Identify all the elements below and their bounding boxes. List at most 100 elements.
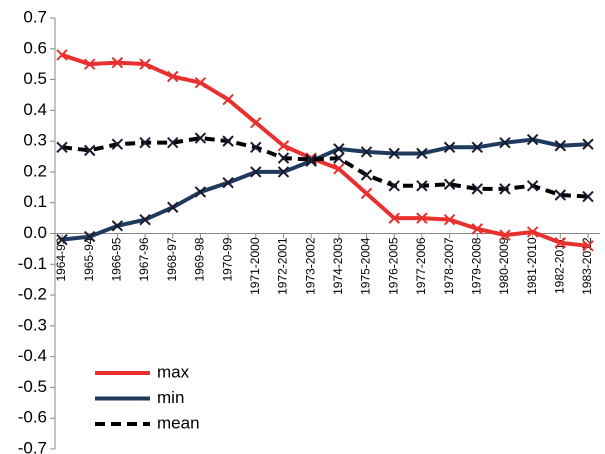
series-line: [61, 53, 589, 248]
marker: [167, 70, 179, 83]
marker: [582, 190, 594, 203]
x-tick-label: 1965-94: [82, 237, 96, 281]
y-tick-label: 0.3: [23, 131, 47, 150]
series-line: [61, 136, 589, 199]
marker: [139, 58, 151, 70]
marker: [388, 180, 400, 192]
marker: [416, 212, 428, 224]
x-tick-label: 1982-2011: [552, 237, 566, 294]
marker: [499, 136, 511, 149]
legend-label: max: [157, 362, 190, 381]
x-tick-label: 1978-2007: [442, 237, 456, 295]
y-tick-label: -0.6: [18, 408, 47, 427]
marker: [83, 144, 96, 157]
marker: [222, 135, 234, 147]
marker: [388, 147, 400, 160]
marker: [526, 133, 539, 146]
y-tick-label: 0.1: [23, 192, 47, 211]
marker: [388, 212, 400, 224]
marker: [333, 152, 345, 164]
marker: [139, 136, 151, 149]
marker: [139, 213, 151, 226]
marker: [443, 141, 456, 154]
x-tick-label: 1981-2010: [525, 237, 539, 295]
x-tick-label: 1975-2004: [359, 237, 373, 295]
marker: [526, 226, 539, 238]
x-tick-label: 1977-2006: [414, 237, 428, 295]
marker: [83, 58, 96, 70]
marker: [554, 189, 567, 201]
marker: [554, 140, 567, 152]
y-tick-label: 0.4: [23, 100, 47, 119]
marker: [499, 183, 511, 195]
x-tick-label: 1967-96: [137, 237, 151, 281]
marker: [222, 176, 234, 189]
y-tick-label: 0.5: [23, 69, 47, 88]
marker: [416, 147, 428, 160]
marker: [111, 56, 124, 69]
marker: [277, 152, 290, 164]
marker: [526, 180, 539, 192]
marker: [222, 93, 234, 106]
marker: [56, 233, 68, 246]
x-tick-label: 1969-98: [193, 237, 207, 281]
y-tick-label: -0.5: [18, 377, 47, 396]
marker: [499, 229, 511, 241]
marker: [443, 213, 456, 226]
marker: [471, 183, 483, 195]
y-tick-label: 0.6: [23, 38, 47, 57]
y-tick-label: 0.2: [23, 161, 47, 180]
marker: [111, 220, 124, 232]
marker: [194, 132, 207, 144]
y-tick-label: -0.4: [18, 346, 47, 365]
marker: [194, 186, 207, 198]
marker: [333, 143, 345, 155]
marker: [554, 237, 567, 249]
marker: [250, 141, 262, 154]
marker: [360, 169, 373, 181]
series-line: [61, 137, 589, 242]
marker: [167, 136, 179, 149]
marker: [305, 153, 317, 166]
x-tick-label: 1983-2012: [580, 237, 594, 295]
x-tick-label: 1979-2008: [469, 237, 483, 295]
legend-label: min: [157, 388, 184, 407]
marker: [83, 230, 96, 243]
x-tick-label: 1971-2000: [248, 237, 262, 295]
x-tick-label: 1974-2003: [331, 237, 345, 295]
y-tick-label: -0.3: [18, 315, 47, 334]
x-tick-label: 1968-97: [165, 237, 179, 281]
marker: [360, 187, 373, 200]
y-tick-label: -0.2: [18, 285, 47, 304]
marker: [194, 76, 207, 89]
y-tick-label: -0.7: [18, 438, 47, 454]
y-tick-label: 0.0: [23, 223, 47, 242]
marker: [416, 180, 428, 192]
y-tick-label: 0.7: [23, 7, 47, 26]
marker: [582, 138, 594, 150]
marker: [250, 116, 262, 129]
x-tick-label: 1972-2001: [276, 237, 290, 295]
x-tick-label: 1966-95: [110, 237, 124, 281]
y-tick-label: -0.1: [18, 254, 47, 273]
marker: [333, 163, 345, 175]
marker: [277, 140, 290, 152]
marker: [471, 223, 483, 235]
x-tick-label: 1976-2005: [386, 237, 400, 295]
x-tick-label: 1973-2002: [303, 237, 317, 295]
marker: [167, 201, 179, 214]
marker: [250, 166, 262, 178]
x-tick-label: 1970-99: [220, 237, 234, 281]
marker: [582, 240, 594, 252]
marker: [360, 146, 373, 158]
marker: [56, 141, 68, 154]
marker: [443, 178, 456, 190]
x-tick-label: 1980-2009: [497, 237, 511, 295]
marker: [111, 138, 124, 150]
x-tick-label: 1964-93: [54, 237, 68, 281]
marker: [471, 141, 483, 154]
marker: [56, 49, 68, 61]
marker: [277, 166, 290, 178]
legend-label: mean: [157, 413, 200, 432]
